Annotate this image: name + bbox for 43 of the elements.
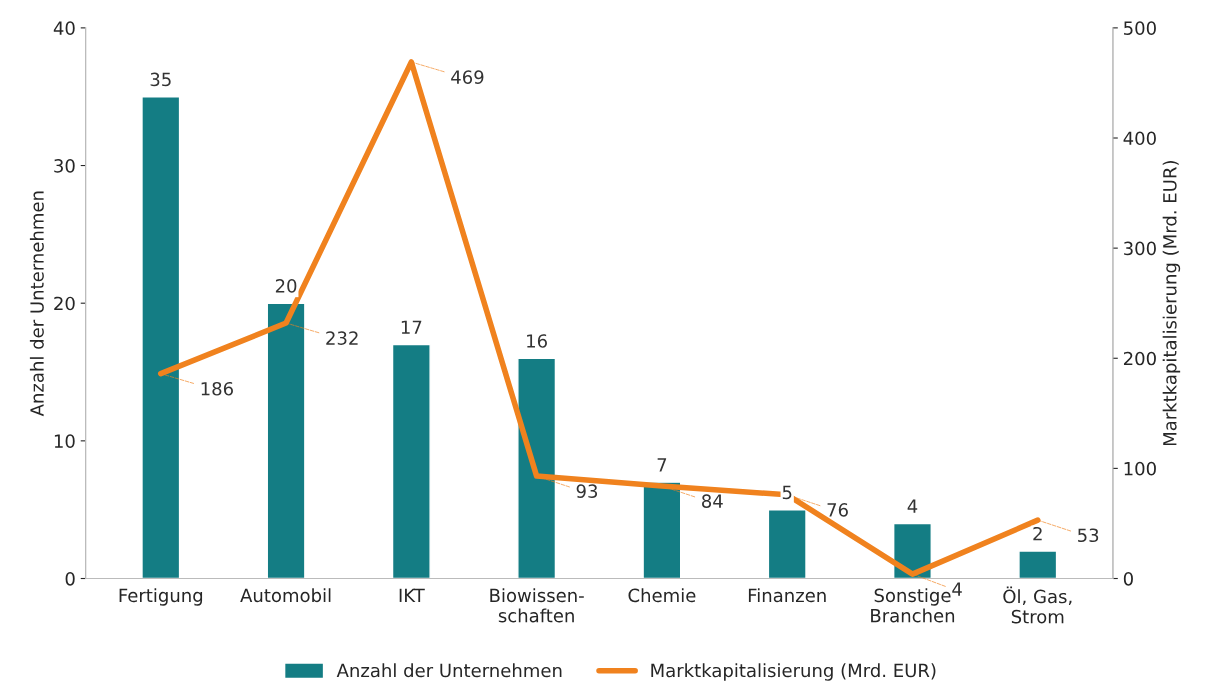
data-label: 4 bbox=[907, 499, 918, 513]
x-tick-label: Automobil bbox=[240, 588, 331, 603]
x-tick-label: Chemie bbox=[628, 588, 696, 603]
data-label: 35 bbox=[150, 72, 171, 87]
data-label: 17 bbox=[401, 320, 422, 334]
legend-label: Marktkapitalisierung (Mrd. EUR) bbox=[651, 663, 936, 681]
data-label: 76 bbox=[827, 503, 848, 517]
y-tick-label: 10 bbox=[54, 434, 75, 448]
y-tick-label: 20 bbox=[54, 296, 75, 311]
y2-axis-title: Marktkapitalisierung (Mrd. EUR) bbox=[1162, 161, 1181, 446]
y2-tick-label: 400 bbox=[1123, 131, 1156, 146]
data-label: 16 bbox=[527, 334, 547, 348]
y2-tick-label: 200 bbox=[1123, 351, 1156, 366]
x-tick-label: Öl, Gas, Strom bbox=[1003, 586, 1072, 624]
data-label: 232 bbox=[326, 331, 358, 345]
data-label: 469 bbox=[451, 70, 484, 84]
y2-tick-label: 300 bbox=[1124, 241, 1156, 256]
bar bbox=[266, 302, 306, 579]
data-label: 84 bbox=[702, 494, 723, 508]
data-label: 53 bbox=[1078, 528, 1099, 543]
y-axis-title: Anzahl der Unternehmen bbox=[29, 191, 44, 417]
y-tick-label: 40 bbox=[53, 21, 75, 35]
bar bbox=[517, 357, 557, 579]
y2-tick-label: 100 bbox=[1124, 461, 1156, 476]
y-tick-label: 0 bbox=[65, 571, 75, 586]
bar bbox=[767, 508, 807, 579]
data-label: 20 bbox=[275, 279, 297, 293]
data-label: 7 bbox=[657, 458, 667, 472]
y2-tick-label: 500 bbox=[1124, 21, 1156, 35]
bar bbox=[391, 343, 431, 579]
x-tick-label: Finanzen bbox=[748, 588, 826, 603]
data-label: 2 bbox=[1033, 526, 1042, 541]
x-tick-label: IKT bbox=[399, 588, 425, 602]
bar bbox=[1018, 550, 1058, 579]
data-label: 186 bbox=[201, 381, 233, 396]
bar bbox=[141, 96, 181, 579]
bar bbox=[642, 481, 682, 579]
y-tick-label: 30 bbox=[54, 159, 75, 173]
y2-tick-label: 0 bbox=[1123, 571, 1133, 586]
data-label: 93 bbox=[576, 484, 598, 498]
legend-label: Anzahl der Unternehmen bbox=[336, 663, 562, 678]
x-tick-label: Biowissen- schaften bbox=[490, 588, 584, 623]
x-tick-label: Fertigung bbox=[119, 588, 203, 606]
